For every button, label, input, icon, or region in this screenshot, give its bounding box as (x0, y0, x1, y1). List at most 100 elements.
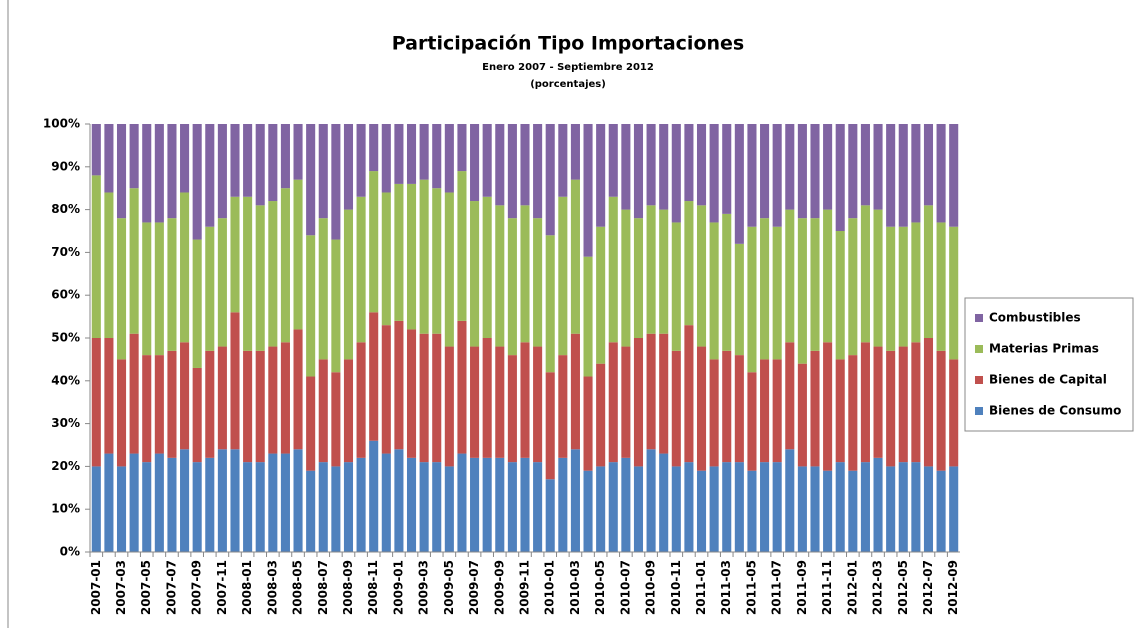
bar-segment (596, 363, 606, 467)
bar-segment (306, 124, 316, 236)
bar-segment (457, 320, 467, 454)
bar-segment (570, 179, 580, 334)
x-tick-label: 2012-01 (845, 560, 859, 615)
bar-segment (886, 350, 896, 467)
bar-segment (558, 457, 568, 552)
bar-segment (621, 124, 631, 210)
bar-segment (583, 124, 593, 257)
y-tick-label: 10% (51, 502, 80, 516)
bar-segment (217, 449, 227, 552)
bar-segment (747, 124, 757, 227)
bar-segment (684, 462, 694, 552)
bar-segment (520, 342, 530, 458)
bar-segment (331, 466, 341, 552)
bar-segment (419, 462, 429, 552)
bar-segment (356, 342, 366, 458)
bar-segment (243, 462, 253, 552)
bar-segment (570, 333, 580, 450)
bar-segment (545, 372, 555, 480)
bar-segment (659, 333, 669, 454)
bar-segment (810, 466, 820, 552)
bar-segment (671, 222, 681, 351)
bar-segment (192, 239, 202, 368)
bar-segment (192, 124, 202, 240)
bar-segment (268, 453, 278, 552)
x-tick-label: 2011-11 (820, 560, 834, 615)
bar-segment (621, 457, 631, 552)
bar-segment (406, 183, 417, 330)
y-tick-label: 60% (51, 288, 80, 302)
x-tick-label: 2010-11 (669, 560, 683, 615)
bar-segment (760, 218, 770, 360)
bar-segment (331, 124, 341, 240)
bar-segment (343, 124, 354, 210)
bar-segment (823, 124, 833, 210)
legend-swatch (975, 407, 983, 415)
x-tick-label: 2008-07 (316, 560, 330, 615)
bar-segment (785, 209, 795, 343)
bar-segment (533, 462, 543, 552)
legend-label: Bienes de Consumo (989, 404, 1121, 418)
x-tick-label: 2007-11 (215, 560, 229, 615)
bar-segment (646, 449, 656, 552)
bar-segment (217, 124, 227, 219)
bar-segment (356, 124, 366, 197)
bar-segment (886, 124, 896, 227)
bar-segment (116, 359, 127, 467)
bar-segment (470, 346, 480, 458)
x-tick-label: 2009-07 (467, 560, 481, 615)
legend-box (964, 297, 1134, 432)
bar-segment (243, 124, 253, 197)
bar-segment (91, 124, 101, 176)
bar-segment (898, 226, 908, 347)
bar-segment (596, 466, 606, 552)
bar-segment (406, 457, 417, 552)
bar-segment (621, 209, 631, 347)
chart-subtitle: (porcentajes) (530, 79, 606, 90)
bar-segment (583, 256, 593, 377)
bar-segment (243, 350, 253, 463)
bar-segment (457, 171, 467, 321)
x-tick-label: 2007-03 (114, 560, 128, 615)
x-tick-label: 2007-07 (164, 560, 178, 615)
bar-segment (507, 462, 517, 552)
bar-segment (444, 192, 454, 347)
bar-segment (482, 338, 492, 458)
bar-segment (734, 462, 744, 552)
bar-segment (936, 470, 946, 552)
bar-segment (772, 226, 782, 360)
bar-segment (545, 124, 555, 236)
bar-segment (217, 346, 227, 450)
bar-segment (154, 124, 164, 223)
bar-segment (507, 124, 517, 219)
bar-segment (684, 201, 694, 326)
bar-segment (116, 124, 127, 219)
bar-segment (860, 124, 870, 206)
bar-segment (280, 188, 290, 343)
legend-label: Materias Primas (989, 342, 1099, 356)
bar-segment (268, 346, 278, 454)
bar-segment (823, 342, 833, 471)
bar-segment (482, 457, 492, 552)
bar-segment (696, 470, 707, 552)
bar-segment (432, 462, 442, 552)
bar-segment (898, 124, 908, 227)
bar-segment (633, 466, 644, 552)
x-tick-label: 2011-05 (744, 560, 758, 615)
bar-segment (331, 239, 341, 373)
bar-segment (949, 226, 959, 360)
bar-segment (306, 470, 316, 552)
bar-segment (369, 440, 379, 552)
bar-segment (949, 466, 959, 552)
bar-segment (280, 124, 290, 189)
bar-segment (268, 201, 278, 347)
bar-segment (659, 209, 669, 334)
bar-segment (406, 124, 417, 184)
bar-segment (432, 188, 442, 334)
x-tick-label: 2008-03 (265, 560, 279, 615)
bar-segment (520, 124, 530, 206)
x-tick-label: 2011-01 (694, 560, 708, 615)
x-tick-label: 2008-11 (366, 560, 380, 615)
bar-segment (255, 205, 265, 351)
bar-segment (142, 355, 152, 463)
